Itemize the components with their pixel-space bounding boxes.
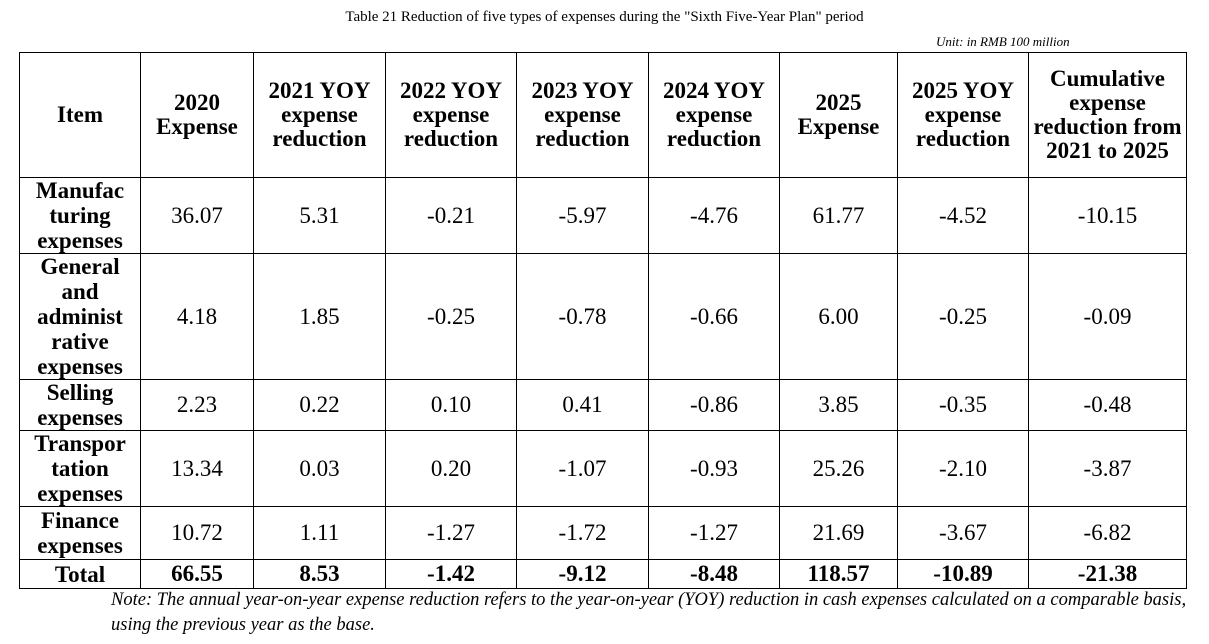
table-cell: 0.20: [385, 430, 517, 507]
table-cell: -1.27: [385, 506, 517, 560]
table-cell: 0.03: [253, 430, 386, 507]
col-header-2022-yoy: 2022 YOY expense reduction: [385, 52, 517, 178]
table-cell: 1.85: [253, 253, 386, 380]
table-cell: 0.10: [385, 379, 517, 431]
table-cell: -0.25: [385, 253, 517, 380]
table-cell: -2.10: [897, 430, 1029, 507]
col-header-2023-yoy: 2023 YOY expense reduction: [516, 52, 649, 178]
table-cell: 13.34: [140, 430, 254, 507]
col-header-2021-yoy: 2021 YOY expense reduction: [253, 52, 386, 178]
table-cell: -0.93: [648, 430, 780, 507]
table-cell: 4.18: [140, 253, 254, 380]
total-cell: -1.42: [385, 559, 517, 589]
total-cell: -21.38: [1028, 559, 1187, 589]
table-cell: -4.76: [648, 177, 780, 254]
table-cell: 0.22: [253, 379, 386, 431]
table-cell: -0.25: [897, 253, 1029, 380]
table-row: Selling expenses 2.23 0.22 0.10 0.41 -0.…: [19, 379, 1187, 431]
total-cell: -9.12: [516, 559, 649, 589]
table-cell: 25.26: [779, 430, 898, 507]
expense-table: Item 2020 Expense 2021 YOY expense reduc…: [19, 52, 1187, 589]
table-cell: 21.69: [779, 506, 898, 560]
col-header-item: Item: [19, 52, 141, 178]
unit-label: Unit: in RMB 100 million: [936, 34, 1070, 49]
table-cell: -1.72: [516, 506, 649, 560]
table-cell: -6.82: [1028, 506, 1187, 560]
header-row: Item 2020 Expense 2021 YOY expense reduc…: [19, 52, 1187, 178]
total-cell: 8.53: [253, 559, 386, 589]
row-label: Transpor tation expenses: [19, 430, 141, 507]
table-row: Manufac turing expenses 36.07 5.31 -0.21…: [19, 177, 1187, 254]
table-caption: Table 21 Reduction of five types of expe…: [345, 9, 864, 25]
table-row: General and administ rative expenses 4.1…: [19, 253, 1187, 380]
row-label: Selling expenses: [19, 379, 141, 431]
table-cell: 6.00: [779, 253, 898, 380]
table-row: Finance expenses 10.72 1.11 -1.27 -1.72 …: [19, 506, 1187, 560]
table-cell: -1.27: [648, 506, 780, 560]
table-cell: 3.85: [779, 379, 898, 431]
table-cell: -0.86: [648, 379, 780, 431]
table-cell: 5.31: [253, 177, 386, 254]
total-cell: 66.55: [140, 559, 254, 589]
table-cell: 10.72: [140, 506, 254, 560]
total-cell: -10.89: [897, 559, 1029, 589]
total-cell: -8.48: [648, 559, 780, 589]
col-header-2025-expense: 2025 Expense: [779, 52, 898, 178]
table-cell: 1.11: [253, 506, 386, 560]
table-cell: 61.77: [779, 177, 898, 254]
table-cell: -0.78: [516, 253, 649, 380]
total-row: Total 66.55 8.53 -1.42 -9.12 -8.48 118.5…: [19, 559, 1187, 589]
table-cell: -0.21: [385, 177, 517, 254]
col-header-2024-yoy: 2024 YOY expense reduction: [648, 52, 780, 178]
table-cell: -3.87: [1028, 430, 1187, 507]
table-note: Note: The annual year-on-year expense re…: [111, 590, 1187, 635]
table-cell: 36.07: [140, 177, 254, 254]
col-header-cumulative: Cumulative expense reduction from 2021 t…: [1028, 52, 1187, 178]
table-cell: -0.09: [1028, 253, 1187, 380]
table-cell: -3.67: [897, 506, 1029, 560]
row-label: Finance expenses: [19, 506, 141, 560]
col-header-2025-yoy: 2025 YOY expense reduction: [897, 52, 1029, 178]
table-cell: -0.35: [897, 379, 1029, 431]
table-cell: -1.07: [516, 430, 649, 507]
table-cell: -4.52: [897, 177, 1029, 254]
col-header-2020-expense: 2020 Expense: [140, 52, 254, 178]
total-cell: 118.57: [779, 559, 898, 589]
row-label: Manufac turing expenses: [19, 177, 141, 254]
table-cell: -5.97: [516, 177, 649, 254]
row-label: Total: [19, 559, 141, 589]
table-cell: -0.66: [648, 253, 780, 380]
table-row: Transpor tation expenses 13.34 0.03 0.20…: [19, 430, 1187, 507]
table-cell: -10.15: [1028, 177, 1187, 254]
table-cell: 0.41: [516, 379, 649, 431]
table-cell: -0.48: [1028, 379, 1187, 431]
row-label: General and administ rative expenses: [19, 253, 141, 380]
table-cell: 2.23: [140, 379, 254, 431]
